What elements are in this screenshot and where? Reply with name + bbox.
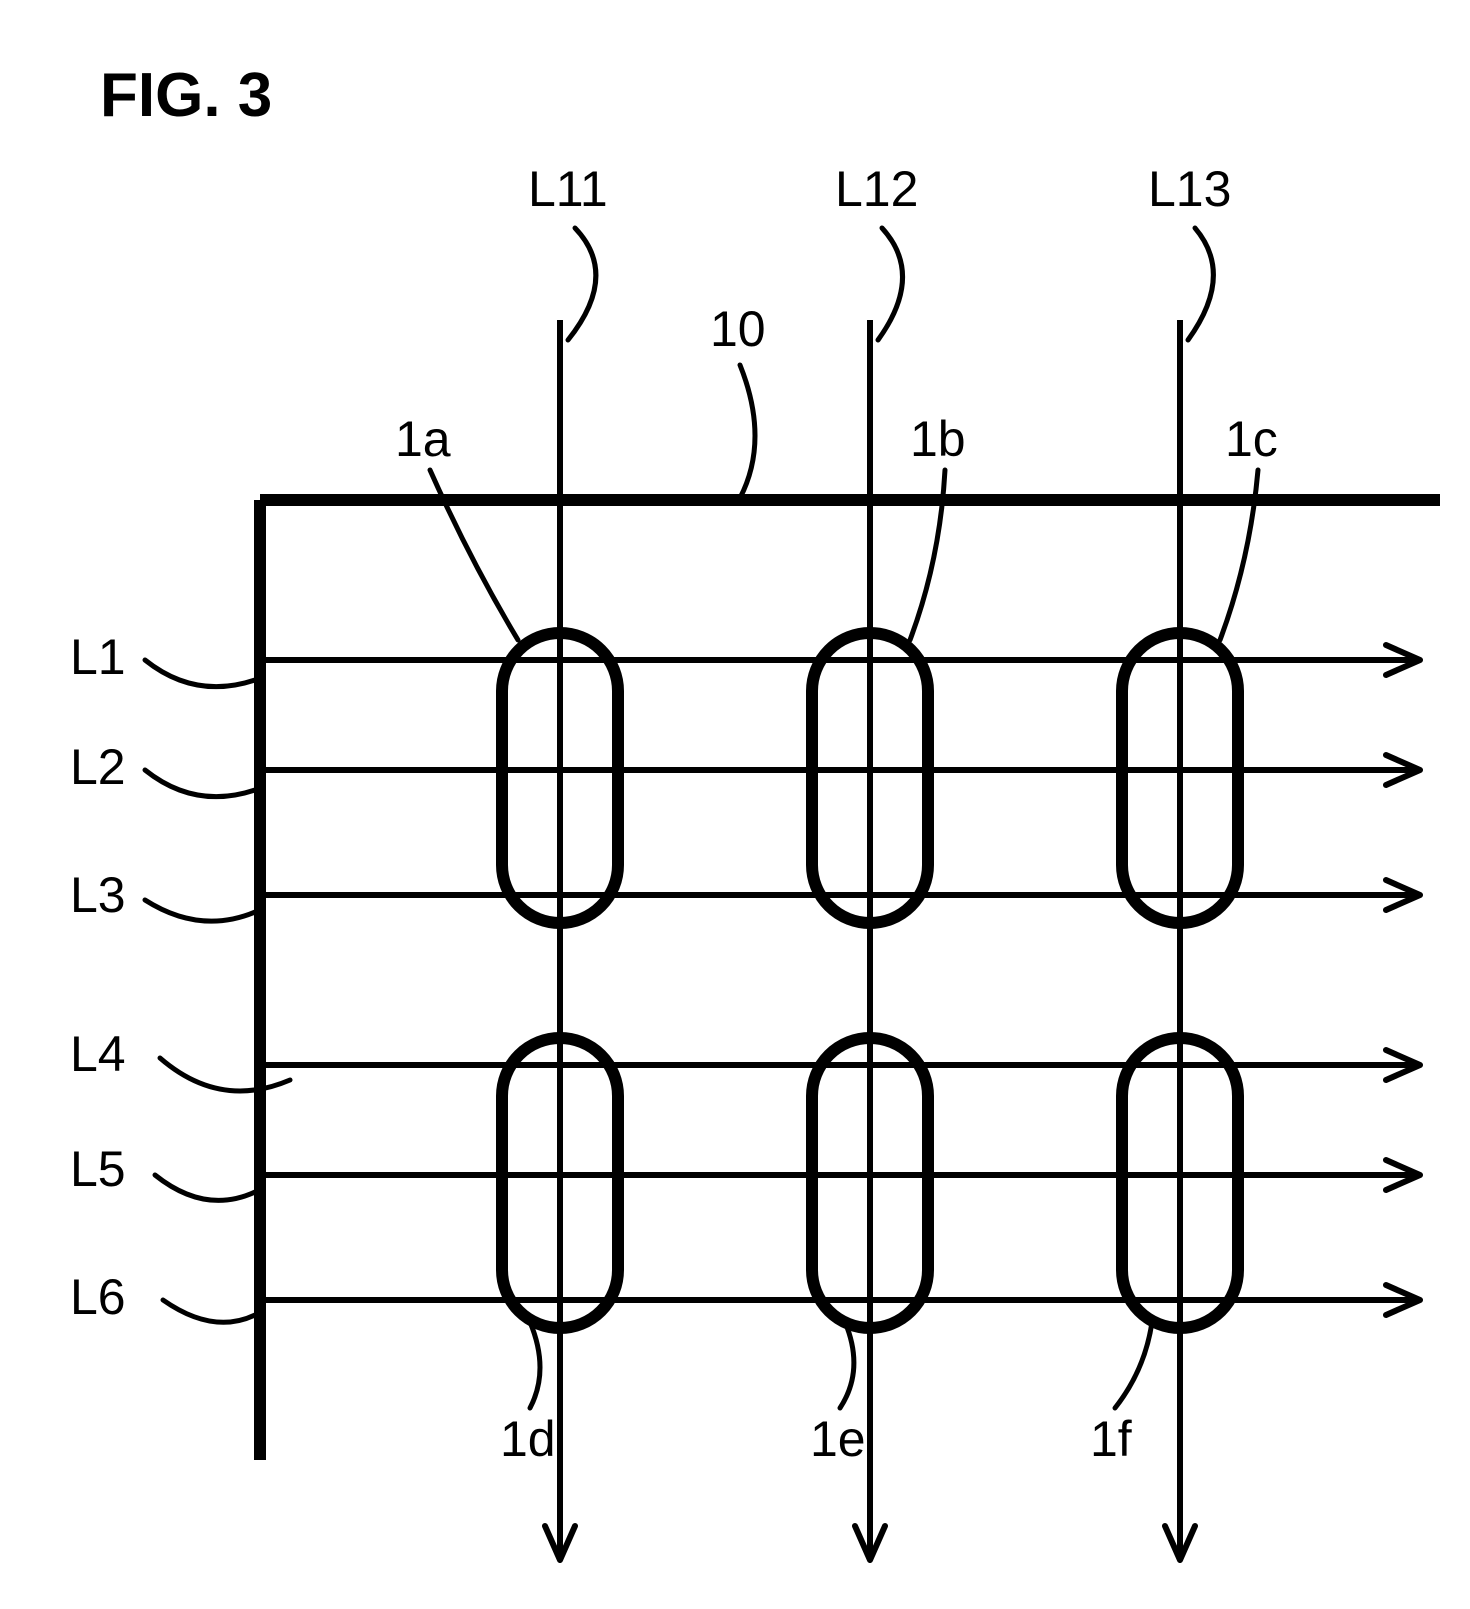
leader-L13 bbox=[1188, 228, 1213, 340]
label-1d: 1d bbox=[500, 1410, 556, 1468]
leader-1e bbox=[840, 1322, 854, 1408]
label-L11: L11 bbox=[528, 160, 608, 218]
label-L3: L3 bbox=[70, 866, 126, 924]
label-1f: 1f bbox=[1090, 1410, 1132, 1468]
label-L4: L4 bbox=[70, 1025, 126, 1083]
label-1c: 1c bbox=[1225, 410, 1278, 468]
label-1e: 1e bbox=[810, 1410, 866, 1468]
figure-svg bbox=[0, 0, 1470, 1609]
leader-1f bbox=[1115, 1322, 1152, 1408]
leader-1d bbox=[530, 1322, 540, 1408]
label-L1: L1 bbox=[70, 628, 126, 686]
leader-L12 bbox=[878, 228, 903, 340]
label-1b: 1b bbox=[910, 410, 966, 468]
label-L12: L12 bbox=[835, 160, 918, 218]
leader-L5 bbox=[155, 1175, 255, 1200]
label-L2: L2 bbox=[70, 738, 126, 796]
leader-L11 bbox=[568, 228, 596, 340]
leader-L1 bbox=[145, 660, 255, 687]
label-10: 10 bbox=[710, 300, 766, 358]
label-L6: L6 bbox=[70, 1268, 126, 1326]
leader-10 bbox=[740, 365, 755, 498]
label-L5: L5 bbox=[70, 1140, 126, 1198]
label-1a: 1a bbox=[395, 410, 451, 468]
leader-L3 bbox=[145, 900, 255, 921]
label-L13: L13 bbox=[1148, 160, 1231, 218]
leader-L6 bbox=[163, 1300, 255, 1322]
figure-canvas: FIG. 3 10L1L2L3L4L5L6L11L12L131a1b1c1d1e… bbox=[0, 0, 1470, 1609]
leader-L2 bbox=[145, 770, 255, 797]
